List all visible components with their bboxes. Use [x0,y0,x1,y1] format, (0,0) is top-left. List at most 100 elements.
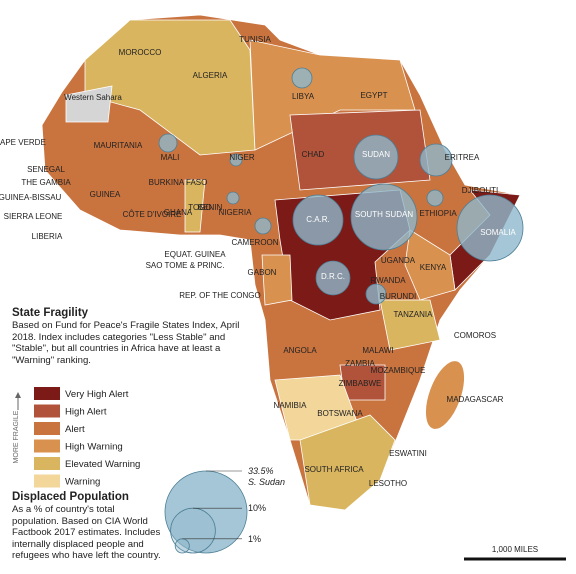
bubble [419,143,453,177]
country-label: GHANA [164,208,193,217]
bubble [426,189,444,207]
country-label: SAO TOME & PRINC. [146,261,225,270]
country-label: D.R.C. [321,272,345,281]
bubble [365,283,387,305]
legend-label: High Alert [65,407,107,418]
country-label: DJIBOUTI [462,186,498,195]
description: As a % of country's total population. Ba… [12,504,161,561]
country-label: LESOTHO [369,479,407,488]
legend-label: Very High Alert [65,389,129,400]
region [184,179,206,233]
scale-label: 1,000 MILES [492,545,538,554]
country-label: MALI [161,153,180,162]
legend-swatch [34,422,60,435]
bubble [291,67,313,89]
region [65,85,113,123]
country-label: CHAD [302,150,325,159]
region [404,229,456,301]
country-label: SUDAN [362,150,390,159]
bubble [353,134,399,180]
country-label: SENEGAL [27,165,65,174]
country-label: GUINEA [90,190,121,199]
bubble [226,191,240,205]
country-label: SOMALIA [480,228,516,237]
bubble [292,194,344,246]
legend-label: Alert [65,424,85,435]
country-label: ZAMBIA [345,359,375,368]
country-label: NIGERIA [219,208,253,217]
size-label: 33.5% [248,466,274,476]
country-label: BENIN [198,203,223,212]
axis-label: MORE FRAGILE [13,410,20,463]
legend-swatch [34,439,60,453]
country-label: CAPE VERDE [0,138,46,147]
legend-swatch [34,404,60,418]
fragility-legend: Very High Alert High Alert Alert High Warni… [34,387,140,488]
country-label: THE GAMBIA [21,178,71,187]
title: Displaced Population [12,491,129,503]
bubble [315,260,351,296]
legend-swatch [34,457,60,470]
legend-swatch [34,474,60,488]
country-label: TANZANIA [394,310,434,319]
country-label: GUINEA-BISSAU [0,193,62,202]
country-label: NAMIBIA [274,401,308,410]
country-label: SOUTH AFRICA [304,465,364,474]
country-label: MALAWI [362,346,393,355]
bubble [456,194,524,262]
country-label: ESWATINI [389,449,427,458]
size-label: 10% [248,503,266,513]
country-label: REP. OF THE CONGO [179,291,261,300]
country-label: LIBYA [292,92,315,101]
legend-swatch [34,387,60,400]
description: Based on Fund for Peace's Fragile States… [12,320,240,366]
country-label: EGYPT [360,91,387,100]
country-label: ANGOLA [283,346,317,355]
country-label: CÔTE D'IVOIRE [123,210,182,219]
country-label: MOROCCO [119,48,162,57]
country-label: SIERRA LEONE [4,212,63,221]
country-label: UGANDA [381,256,416,265]
country-label: BOTSWANA [317,409,363,418]
bubble [350,183,418,251]
country-label: CAMEROON [231,238,278,247]
country-label: Western Sahara [64,93,122,102]
title: State Fragility [12,307,89,319]
country-label: COMOROS [454,331,496,340]
country-label: MADAGASCAR [447,395,504,404]
country-label: TOGO [188,203,211,212]
legend-label: Warning [65,477,100,488]
country-label: TUNISIA [239,35,271,44]
size-note: S. Sudan [248,477,285,487]
region [379,299,441,351]
region [299,414,396,511]
land [41,14,521,511]
country-label: ETHIOPIA [419,209,457,218]
country-label: LIBERIA [32,232,63,241]
region [261,254,293,306]
country-labels: MOROCCO TUNISIA ALGERIA Western Sahara LIBYA… [0,35,516,488]
size-label: 1% [248,534,261,544]
country-label: EQUAT. GUINEA [164,250,226,259]
country-label: RWANDA [370,276,406,285]
bubble [158,133,178,153]
bubbles [158,67,524,305]
country-label: KENYA [420,263,447,272]
country-label: GABON [248,268,277,277]
country-label: ALGERIA [193,71,228,80]
island [425,360,465,430]
arrowhead [15,392,21,398]
country-label: NIGER [229,153,255,162]
country-label: BURUNDI [380,292,416,301]
country-label: MAURITANIA [94,141,143,150]
country-label: ZIMBABWE [339,379,382,388]
country-label: SOUTH SUDAN [355,210,413,219]
country-label: ERITREA [445,153,480,162]
bubble [229,153,243,167]
displaced-legend: 33.5%S. Sudan 10% 1% [164,466,285,554]
legend-label: Elevated Warning [65,459,140,470]
bubble [254,217,272,235]
country-label: MOZAMBIQUE [371,366,426,375]
